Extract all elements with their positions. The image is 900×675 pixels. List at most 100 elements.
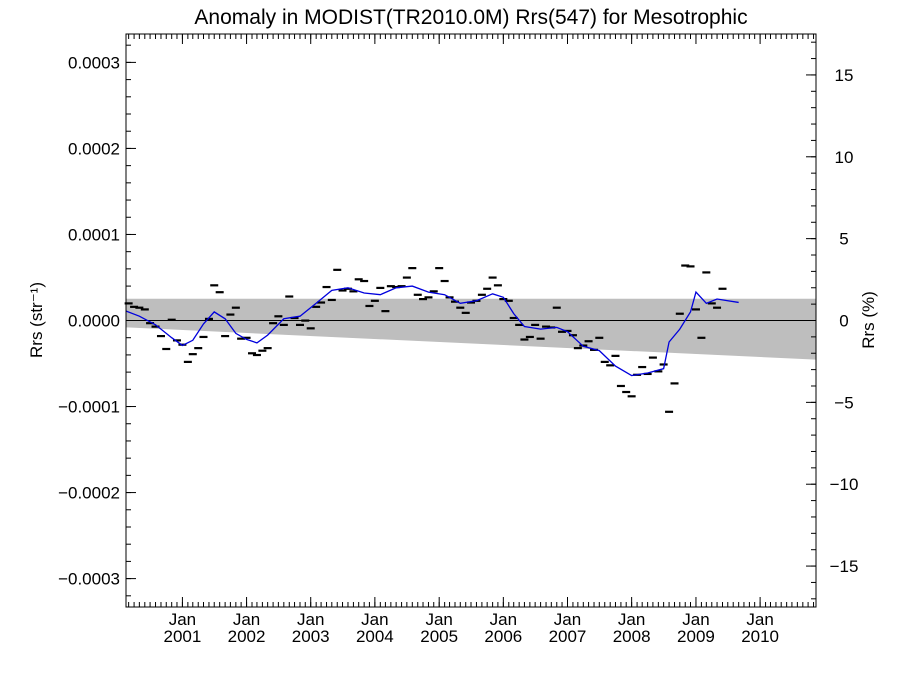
y-tick-label-right: −15 bbox=[830, 557, 859, 576]
x-tick-label-year: 2001 bbox=[164, 627, 202, 646]
anomaly-mark bbox=[381, 310, 390, 313]
anomaly-mark bbox=[392, 285, 401, 289]
anomaly-mark bbox=[440, 279, 449, 283]
anomaly-mark bbox=[675, 312, 684, 315]
anomaly-mark bbox=[162, 347, 171, 351]
anomaly-mark bbox=[231, 306, 240, 309]
anomaly-mark bbox=[194, 347, 203, 350]
anomaly-mark bbox=[354, 278, 363, 281]
anomaly-mark bbox=[419, 297, 428, 301]
anomaly-mark bbox=[424, 296, 433, 299]
x-tick-label-month: Jan bbox=[233, 610, 260, 629]
anomaly-mark bbox=[718, 287, 727, 290]
x-axis: Jan2001Jan2002Jan2003Jan2004Jan2005Jan20… bbox=[128, 34, 815, 646]
anomaly-mark bbox=[691, 308, 700, 311]
anomaly-mark bbox=[686, 265, 695, 268]
anomaly-mark bbox=[429, 290, 438, 293]
anomaly-mark bbox=[360, 279, 369, 283]
anomaly-mark bbox=[558, 330, 567, 333]
anomaly-mark bbox=[627, 395, 636, 398]
anomaly-mark bbox=[146, 322, 155, 325]
x-tick-label-month: Jan bbox=[682, 610, 709, 629]
y-tick-label-right: 10 bbox=[835, 148, 854, 167]
anomaly-mark bbox=[713, 306, 722, 309]
anomaly-mark bbox=[210, 284, 219, 287]
anomaly-mark bbox=[536, 337, 545, 340]
anomaly-mark bbox=[702, 271, 711, 274]
anomaly-mark bbox=[338, 289, 347, 292]
y-axis-label-left: Rrs (str⁻¹) bbox=[27, 282, 46, 358]
anomaly-mark bbox=[408, 267, 417, 270]
x-tick-label-year: 2005 bbox=[420, 627, 458, 646]
anomaly-mark bbox=[616, 384, 625, 388]
x-tick-label-year: 2010 bbox=[741, 627, 779, 646]
right-y-axis: 15 10 5 0 −5 −10 −15 bbox=[806, 41, 859, 600]
anomaly-mark bbox=[584, 340, 593, 343]
x-tick-label-month: Jan bbox=[425, 610, 452, 629]
anomaly-mark bbox=[343, 287, 352, 290]
x-tick-label-month: Jan bbox=[490, 610, 517, 629]
y-tick-label-right: 15 bbox=[835, 66, 854, 85]
anomaly-mark bbox=[237, 337, 246, 340]
anomaly-mark bbox=[467, 301, 475, 304]
anomaly-mark bbox=[156, 334, 165, 338]
anomaly-mark bbox=[504, 299, 513, 302]
anomaly-mark bbox=[552, 306, 561, 309]
anomaly-mark bbox=[659, 363, 668, 366]
anomaly-mark bbox=[509, 316, 518, 320]
anomaly-mark bbox=[263, 347, 272, 350]
anomaly-mark bbox=[140, 308, 149, 311]
anomaly-mark bbox=[573, 347, 582, 350]
anomaly-mark bbox=[258, 349, 267, 352]
y-tick-label-left: 0.0003 bbox=[68, 53, 120, 72]
x-tick-label-year: 2007 bbox=[549, 627, 587, 646]
anomaly-mark bbox=[461, 311, 470, 314]
anomaly-mark bbox=[386, 285, 395, 288]
anomaly-mark bbox=[413, 293, 422, 296]
y-tick-label-left: 0.0000 bbox=[68, 312, 120, 331]
anomaly-mark bbox=[611, 354, 620, 357]
anomaly-mark bbox=[707, 302, 716, 305]
y-axis-label-right: Rrs (%) bbox=[859, 291, 878, 349]
x-tick-label-month: Jan bbox=[618, 610, 645, 629]
anomaly-mark bbox=[670, 382, 679, 385]
x-tick-label-month: Jan bbox=[297, 610, 324, 629]
chart-title: Anomaly in MODIST(TR2010.0M) Rrs(547) fo… bbox=[194, 6, 747, 29]
x-tick-label-month: Jan bbox=[169, 610, 196, 629]
anomaly-mark bbox=[322, 285, 331, 289]
anomaly-mark bbox=[376, 286, 385, 290]
y-tick-label-right: −5 bbox=[834, 393, 853, 412]
anomaly-mark bbox=[248, 352, 257, 355]
anomaly-mark bbox=[365, 304, 374, 308]
anomaly-mark bbox=[188, 353, 197, 356]
anomaly-mark bbox=[515, 323, 524, 327]
anomaly-mark bbox=[279, 323, 288, 327]
anomaly-mark bbox=[697, 336, 706, 339]
confidence-band bbox=[126, 298, 816, 360]
anomaly-mark bbox=[681, 264, 690, 267]
anomaly-mark bbox=[333, 268, 342, 271]
anomaly-mark bbox=[135, 306, 144, 309]
x-tick-label-year: 2003 bbox=[292, 627, 330, 646]
anomaly-mark bbox=[349, 290, 358, 293]
anomaly-mark bbox=[290, 316, 299, 320]
anomaly-mark bbox=[531, 323, 540, 327]
x-tick-label-year: 2008 bbox=[613, 627, 651, 646]
anomaly-mark bbox=[643, 372, 652, 376]
anomaly-mark bbox=[215, 291, 224, 294]
anomaly-mark bbox=[451, 300, 460, 303]
anomaly-mark bbox=[520, 338, 529, 341]
anomaly-mark bbox=[477, 293, 486, 296]
anomaly-mark bbox=[274, 315, 283, 318]
anomaly-mark bbox=[327, 298, 336, 302]
anomaly-mark bbox=[226, 313, 235, 316]
anomaly-mark bbox=[606, 364, 615, 367]
anomaly-mark bbox=[638, 365, 647, 369]
anomaly-mark bbox=[183, 360, 192, 363]
anomaly-mark bbox=[269, 322, 278, 325]
anomaly-mark bbox=[221, 334, 230, 338]
anomaly-mark bbox=[665, 410, 674, 413]
anomaly-mark bbox=[648, 356, 657, 359]
y-tick-label-left: 0.0001 bbox=[68, 225, 120, 244]
y-tick-label-left: −0.0001 bbox=[58, 398, 120, 417]
